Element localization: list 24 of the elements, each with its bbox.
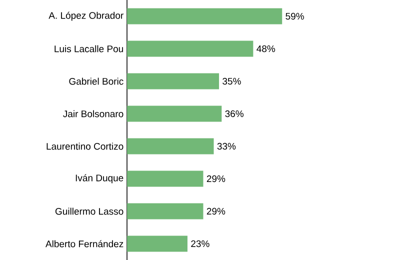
y-tick-label: Guillermo Lasso bbox=[55, 208, 124, 215]
y-tick-label: Laurentino Cortizo bbox=[46, 142, 124, 150]
y-tick-label: Alberto Fernández bbox=[46, 240, 124, 248]
bar bbox=[127, 106, 222, 122]
data-label: 29% bbox=[206, 175, 226, 182]
data-label: 23% bbox=[191, 240, 210, 248]
y-tick-label: Jair Bolsonaro bbox=[63, 110, 124, 118]
data-label: 35% bbox=[222, 78, 241, 85]
bar bbox=[127, 138, 214, 154]
data-label: 48% bbox=[256, 45, 276, 52]
bar bbox=[127, 73, 220, 90]
y-tick-label: Luis Lacalle Pou bbox=[54, 45, 123, 52]
y-tick-label: A. López Obrador bbox=[48, 12, 124, 21]
bar bbox=[127, 203, 204, 220]
data-label: 29% bbox=[206, 208, 226, 215]
bar bbox=[127, 8, 282, 24]
bar bbox=[127, 236, 188, 252]
data-label: 59% bbox=[286, 12, 304, 20]
bar bbox=[127, 40, 254, 57]
y-tick-label: Iván Duque bbox=[76, 174, 124, 184]
data-label: 36% bbox=[225, 110, 244, 118]
bar bbox=[127, 170, 204, 187]
y-tick-label: Gabriel Boric bbox=[69, 78, 124, 85]
data-label: 33% bbox=[217, 142, 236, 150]
